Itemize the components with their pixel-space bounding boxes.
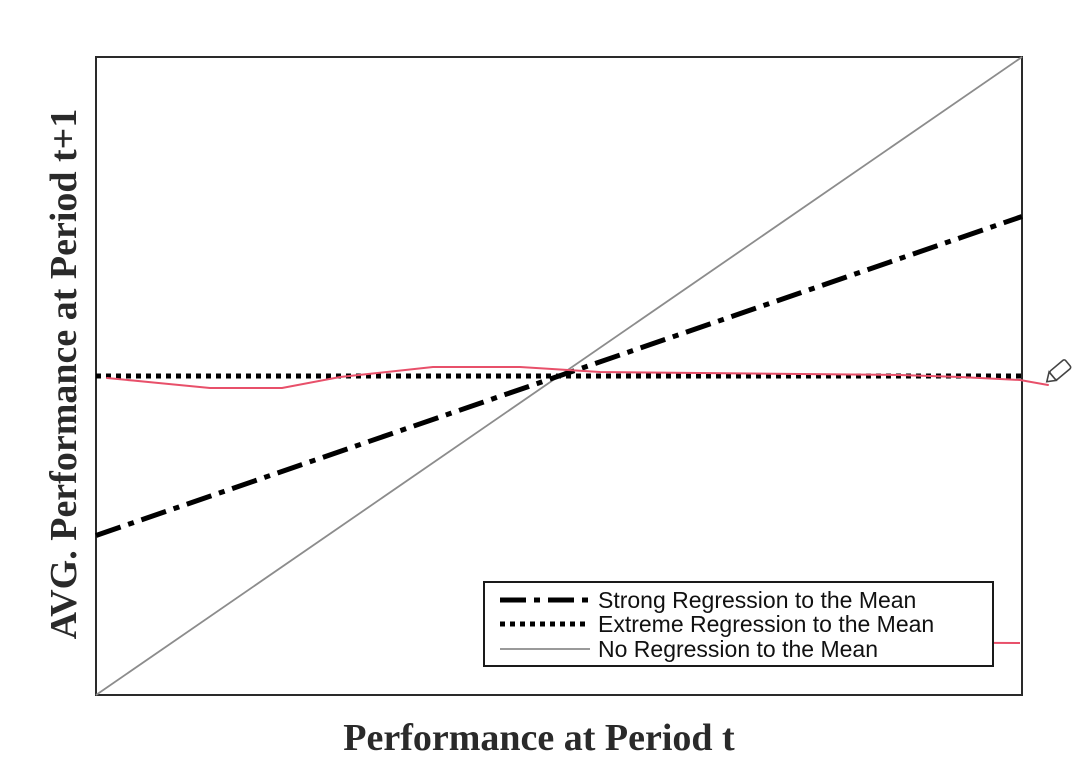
legend-label-no: No Regression to the Mean bbox=[598, 636, 878, 662]
pen-annotation-stroke bbox=[106, 366, 1049, 389]
x-axis-title: Performance at Period t bbox=[343, 717, 735, 759]
pencil-icon bbox=[1045, 359, 1072, 383]
legend-label-extreme: Extreme Regression to the Mean bbox=[598, 611, 934, 637]
legend-box bbox=[483, 581, 994, 667]
legend: Strong Regression to the Mean Extreme Re… bbox=[483, 581, 994, 667]
y-axis-title: AVG. Performance at Period t+1 bbox=[43, 109, 85, 640]
legend-label-strong: Strong Regression to the Mean bbox=[598, 587, 916, 613]
